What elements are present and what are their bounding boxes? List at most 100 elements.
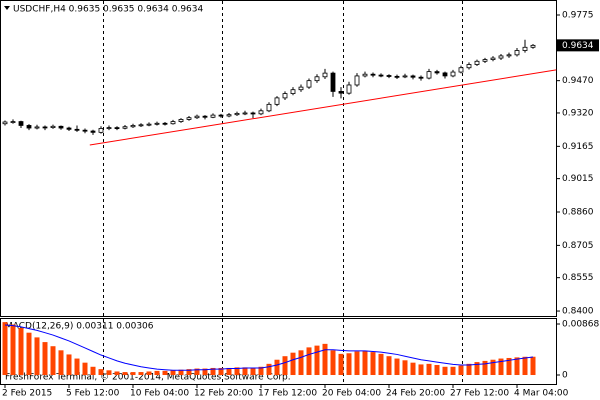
candle-body: [370, 73, 376, 76]
y-tick-label: 0.8555: [562, 273, 594, 283]
price-label-box: [557, 39, 599, 52]
candle-body: [458, 67, 464, 73]
macd-bar: [226, 367, 232, 376]
macd-bar: [482, 360, 488, 376]
macd-bar: [346, 353, 352, 376]
candle-body: [418, 76, 424, 79]
macd-bar: [98, 369, 104, 376]
macd-bar: [18, 327, 24, 376]
candle-body: [282, 93, 288, 99]
macd-bar: [218, 367, 224, 376]
candle-body: [74, 128, 80, 131]
candle-body: [242, 112, 248, 115]
macd-bar: [234, 367, 240, 376]
macd-bar: [322, 343, 328, 376]
x-tick-label: 17 Feb 12:00: [258, 389, 317, 399]
candle-body: [402, 75, 408, 78]
macd-bar: [418, 364, 424, 376]
macd-bar: [314, 345, 320, 376]
candle-body: [250, 112, 256, 115]
macd-bar: [290, 352, 296, 376]
macd-bar: [154, 370, 160, 376]
y-tick-label: 0.9320: [562, 108, 594, 118]
x-tick-label: 5 Feb 12:00: [66, 389, 120, 399]
macd-bar: [402, 360, 408, 376]
candle-body: [394, 75, 400, 78]
candle-body: [466, 64, 472, 69]
macd-bar: [138, 372, 144, 376]
candle-body: [122, 126, 128, 129]
macd-bar: [66, 354, 72, 376]
candle-body: [306, 80, 312, 88]
macd-title: MACD(12,26,9) 0.00311 0.00306: [5, 322, 154, 332]
candle-body: [26, 125, 32, 129]
candle-body: [314, 76, 320, 82]
macd-bar: [458, 365, 464, 376]
macd-bar: [514, 357, 520, 376]
candle-body: [354, 75, 360, 86]
signal-line: [4, 324, 534, 371]
x-tick-label: 4 Mar 04:00: [514, 389, 569, 399]
macd-bar: [330, 350, 336, 376]
candle-body: [154, 122, 160, 125]
candle-body: [162, 122, 168, 125]
macd-bar: [394, 358, 400, 376]
candle-body: [114, 127, 120, 130]
candle-body: [514, 50, 520, 56]
x-tick-label: 10 Feb 04:00: [130, 389, 189, 399]
y-tick-label: 0.8400: [562, 307, 594, 317]
macd-bar: [50, 346, 56, 376]
macd-bar: [258, 366, 264, 376]
macd-bar: [130, 372, 136, 376]
macd-bar: [474, 362, 480, 376]
candle-body: [330, 72, 336, 92]
macd-bar: [362, 350, 368, 376]
dropdown-icon: [4, 6, 10, 10]
macd-bar: [522, 356, 528, 376]
candle-body: [298, 86, 304, 91]
candle-body: [474, 60, 480, 65]
macd-bar: [354, 351, 360, 376]
macd-bar: [194, 368, 200, 376]
macd-bar: [82, 362, 88, 376]
macd-bar: [250, 367, 256, 376]
macd-bar: [114, 371, 120, 376]
candle-body: [378, 74, 384, 77]
candle-body: [410, 75, 416, 78]
candle-body: [50, 125, 56, 129]
candle-body: [210, 114, 216, 118]
macd-bar: [26, 332, 32, 376]
candle-body: [18, 121, 24, 126]
candle-body: [42, 126, 48, 129]
macd-bar: [178, 369, 184, 376]
macd-bar: [338, 353, 344, 376]
candle-body: [146, 123, 152, 126]
candle-body: [98, 128, 104, 133]
y-tick-label: 0.9775: [562, 10, 594, 20]
macd-bar: [42, 342, 48, 376]
candle-body: [202, 115, 208, 118]
macd-bar: [90, 366, 96, 376]
y-tick-label: 0.9165: [562, 142, 594, 152]
candle-body: [234, 112, 240, 116]
macd-bar: [434, 365, 440, 376]
trendline: [89, 69, 557, 146]
macd-bar: [170, 370, 176, 376]
candle-body: [58, 125, 64, 129]
y-tick-label: 0.9470: [562, 76, 594, 86]
macd-bar: [426, 363, 432, 376]
chart-title: USDCHF,H4 0.9635 0.9635 0.9634 0.9634: [13, 5, 203, 15]
candle-body: [274, 97, 280, 105]
candle-body: [226, 114, 232, 117]
candle-body: [338, 91, 344, 94]
macd-bar: [386, 356, 392, 376]
macd-bar: [10, 324, 16, 376]
candle-body: [218, 114, 224, 117]
macd-bar: [242, 367, 248, 376]
y-tick-label: 0.8705: [562, 241, 594, 251]
candle-body: [530, 44, 536, 48]
candle-body: [186, 117, 192, 120]
candle-body: [362, 73, 368, 77]
